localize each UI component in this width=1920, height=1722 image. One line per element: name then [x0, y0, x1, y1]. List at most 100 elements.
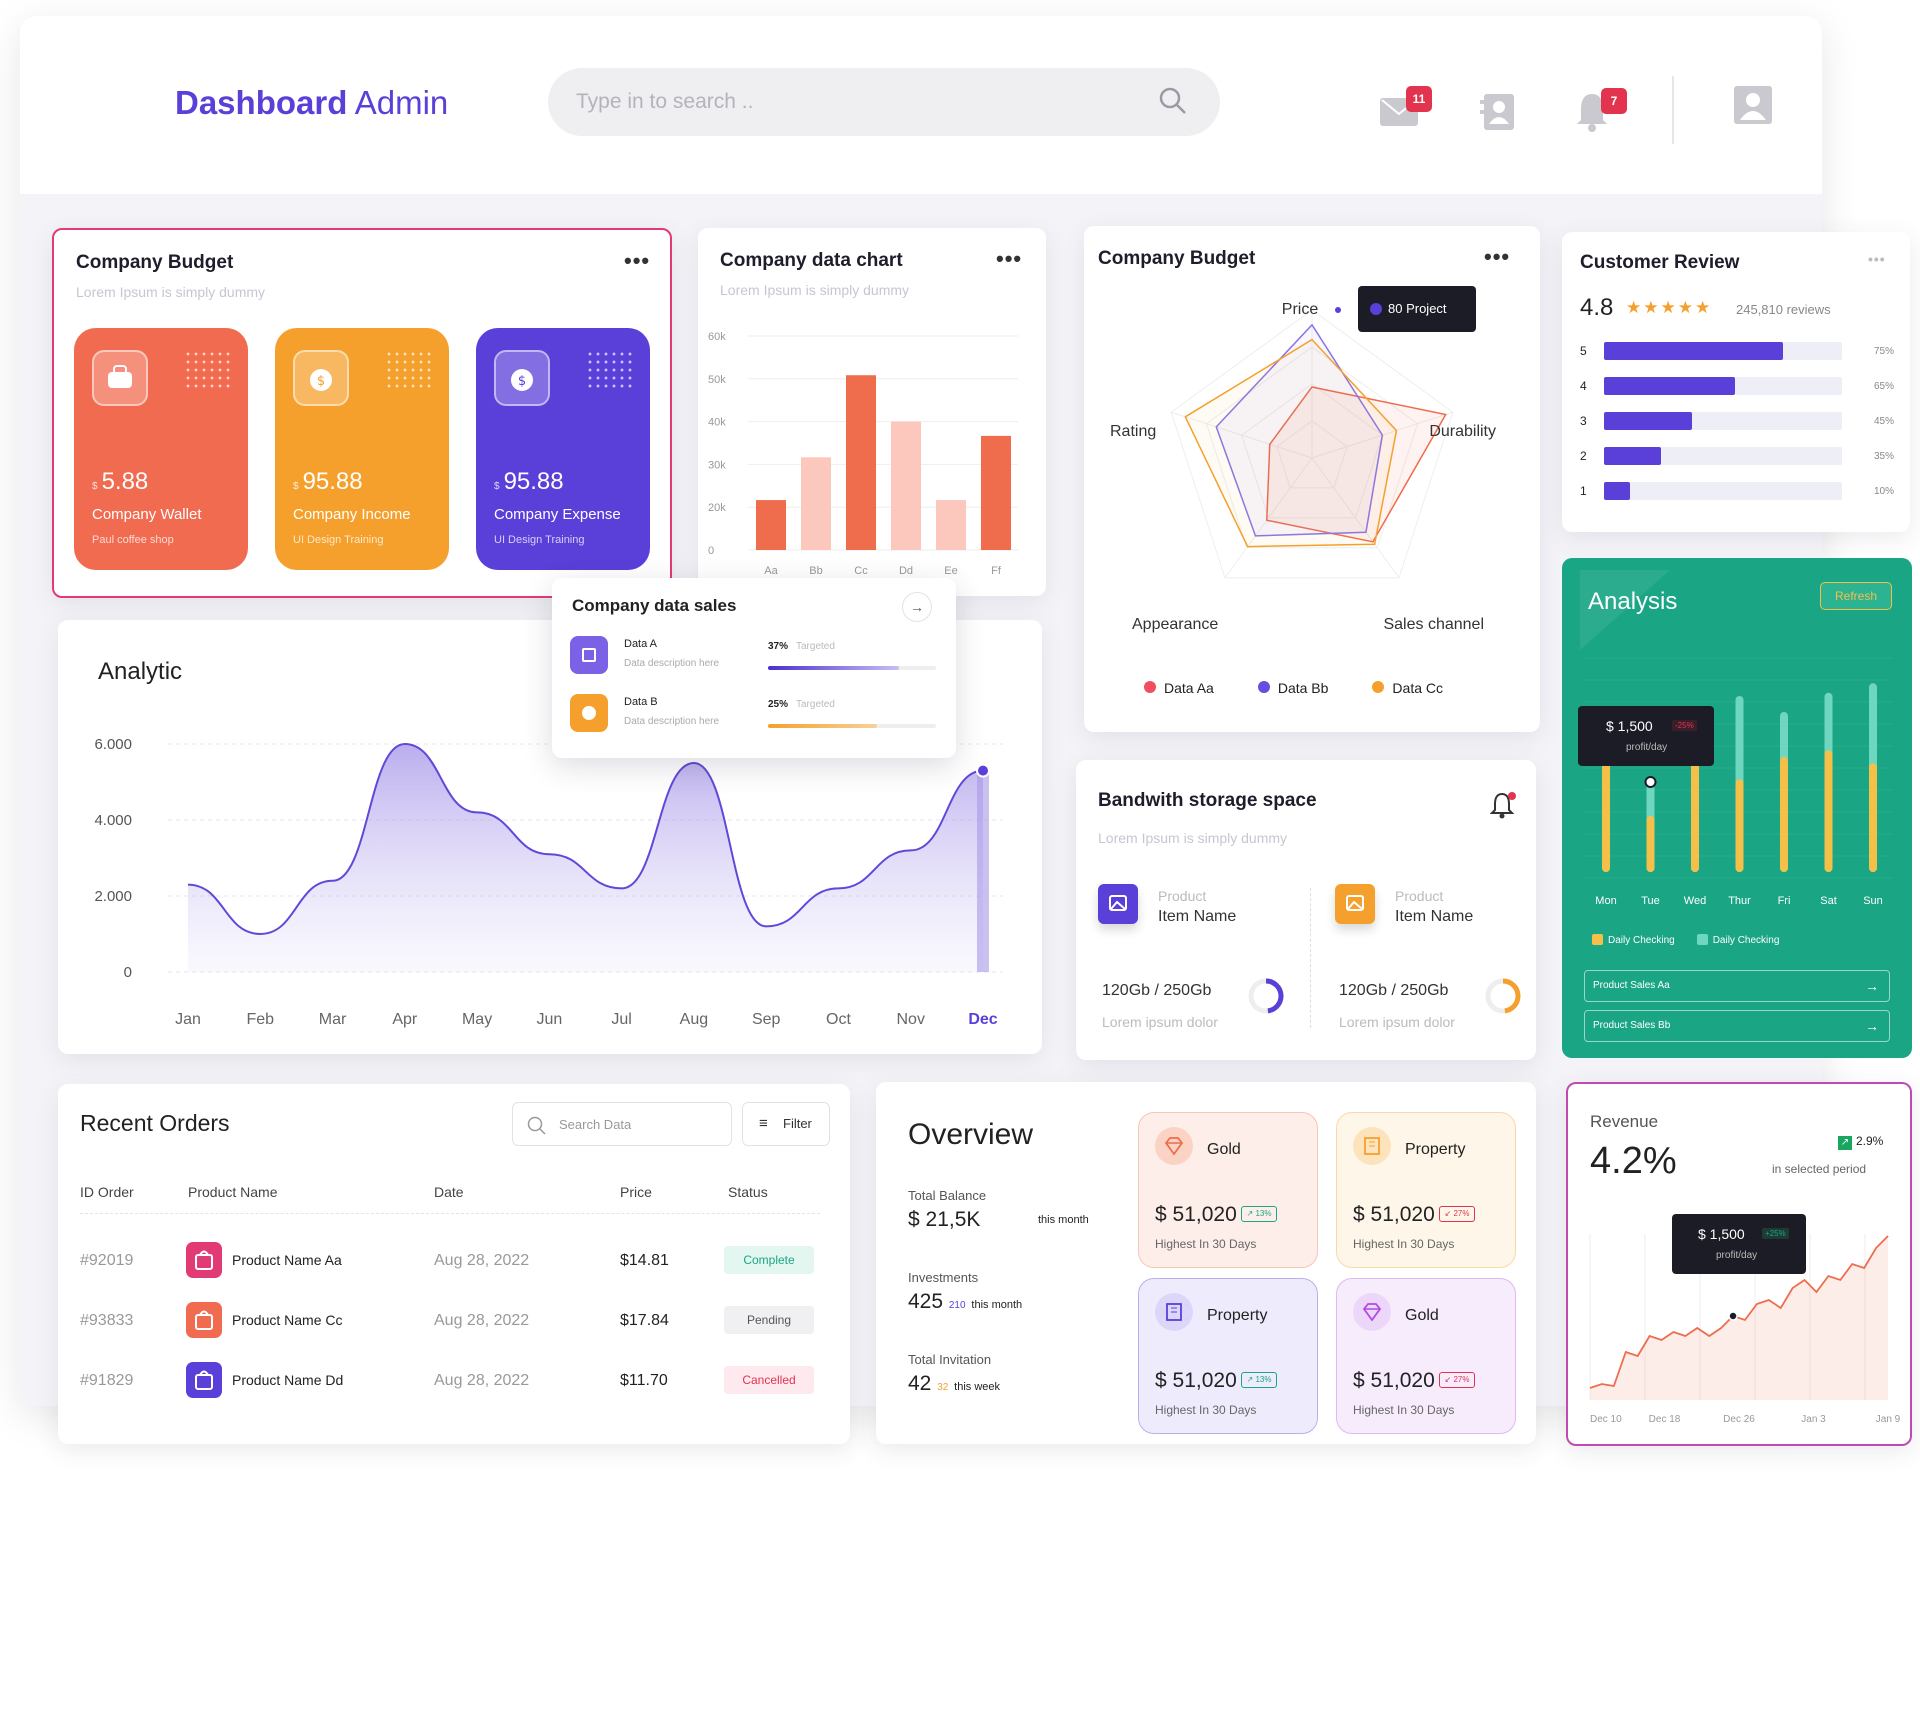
- storage-donut: [1485, 978, 1521, 1014]
- card-title: Analytic: [98, 658, 183, 685]
- more-options-button[interactable]: •••: [1868, 251, 1886, 267]
- order-price: $11.70: [620, 1372, 668, 1389]
- radar-series: [1265, 386, 1447, 543]
- orders-table-header: ID Order Product Name Date Price Status: [80, 1184, 820, 1214]
- tooltip-badge: +25%: [1762, 1228, 1789, 1239]
- x-tick-label: Dd: [899, 565, 913, 577]
- legend-item-bb: Data Bb: [1257, 680, 1328, 696]
- change-badge: ↙ 27%: [1439, 1206, 1475, 1222]
- orders-search-input[interactable]: Search Data: [512, 1102, 732, 1146]
- bell-alert-icon[interactable]: [1490, 790, 1518, 820]
- legend-item: Daily Checking: [1592, 934, 1675, 946]
- data-a-icon: [570, 636, 608, 674]
- radar-marker: [1335, 307, 1341, 313]
- company-wallet-tile[interactable]: $5.88 Company Wallet Paul coffee shop: [74, 328, 248, 570]
- recent-orders-card: Recent Orders Search Data ≡ Filter ID Ord…: [58, 1084, 850, 1444]
- table-row[interactable]: #91829 Product Name Dd Aug 28, 2022 $11.…: [80, 1358, 820, 1402]
- analysis-tooltip: $ 1,500 -25% profit/day: [1578, 706, 1714, 766]
- col-header: ID Order: [80, 1184, 134, 1200]
- overview-property-card[interactable]: Property $ 51,020 ↙ 27% Highest In 30 Da…: [1336, 1112, 1516, 1268]
- radar-grid: [1205, 346, 1419, 549]
- storage-note: Lorem ipsum dolor: [1339, 1014, 1455, 1030]
- tile-amount: $95.88: [494, 468, 564, 495]
- company-expense-tile[interactable]: $ $95.88 Company Expense UI Design Train…: [476, 328, 650, 570]
- order-price: $17.84: [620, 1312, 669, 1329]
- bandwidth-item[interactable]: Product Item Name 120Gb / 250Gb Lorem ip…: [1335, 884, 1545, 1044]
- radar-series: [1215, 323, 1384, 537]
- product-name: Item Name: [1158, 908, 1237, 925]
- product-sales-bb-button[interactable]: Product Sales Bb →: [1584, 1010, 1890, 1042]
- review-fill: [1604, 342, 1783, 360]
- selected-point: [976, 763, 990, 778]
- bar: [981, 435, 1011, 550]
- month-label: Apr: [392, 1011, 418, 1028]
- refresh-button[interactable]: Refresh: [1820, 582, 1892, 610]
- day-label: Mon: [1595, 895, 1616, 907]
- product-sales-aa-button[interactable]: Product Sales Aa →: [1584, 970, 1890, 1002]
- tooltip-sub: profit/day: [1716, 1250, 1758, 1261]
- radar-axis-label: Durability: [1429, 423, 1496, 440]
- overview-stat: Total Invitation 42 32 this week: [908, 1352, 1098, 1412]
- star-label: 4: [1580, 379, 1587, 393]
- mail-button[interactable]: 11: [1380, 86, 1432, 131]
- overview-gold-card[interactable]: Gold $ 51,020 ↗ 13% Highest In 30 Days: [1138, 1112, 1318, 1268]
- arrow-right-icon[interactable]: →: [902, 592, 932, 622]
- radar-chart: Price Durability Sales channel Appearance Ra…: [1110, 301, 1496, 633]
- date-label: Dec 18: [1649, 1414, 1681, 1425]
- product-name: Product Name Aa: [232, 1252, 342, 1268]
- tooltip-dot: [1370, 303, 1382, 315]
- tile-amount: $5.88: [92, 468, 149, 495]
- table-row[interactable]: #93833 Product Name Cc Aug 28, 2022 $17.…: [80, 1298, 820, 1342]
- tile-name: Company Wallet: [92, 506, 202, 523]
- bandwidth-item[interactable]: Product Item Name 120Gb / 250Gb Lorem ip…: [1098, 884, 1308, 1044]
- mail-badge: 11: [1406, 86, 1432, 112]
- order-id: #91829: [80, 1372, 134, 1389]
- month-label: Dec: [968, 1011, 997, 1028]
- review-row: 2 35%: [1562, 447, 1902, 467]
- review-pct: 65%: [1874, 381, 1895, 392]
- col-header: Status: [728, 1184, 768, 1200]
- more-options-button[interactable]: •••: [996, 246, 1023, 271]
- overview-property-card[interactable]: Property $ 51,020 ↗ 13% Highest In 30 Da…: [1138, 1278, 1318, 1434]
- overview-gold-card[interactable]: Gold $ 51,020 ↙ 27% Highest In 30 Days: [1336, 1278, 1516, 1434]
- stat-note: this month: [1038, 1214, 1089, 1226]
- day-label: Sat: [1820, 895, 1837, 907]
- divider: [1310, 888, 1311, 1028]
- image-icon: [1098, 884, 1138, 924]
- col-header: Price: [620, 1184, 652, 1200]
- review-pct: 10%: [1874, 486, 1895, 497]
- shopping-bag-icon: [186, 1362, 222, 1398]
- contacts-icon[interactable]: [1480, 92, 1516, 132]
- data-target: Targeted: [796, 641, 835, 652]
- search-bar[interactable]: Type in to search ..: [548, 68, 1220, 136]
- y-tick-label: 0: [708, 545, 714, 557]
- review-score: 4.8: [1580, 294, 1614, 321]
- card-title: Company Budget: [1098, 248, 1256, 269]
- progress-track: [768, 724, 936, 728]
- company-income-tile[interactable]: $ $95.88 Company Income UI Design Traini…: [275, 328, 449, 570]
- more-options-button[interactable]: •••: [624, 248, 651, 273]
- search-icon[interactable]: [1158, 86, 1188, 116]
- product-name: Item Name: [1395, 908, 1474, 925]
- x-tick-label: Bb: [809, 565, 822, 577]
- top-header: Dashboard Admin Type in to search .. 11 …: [20, 16, 1822, 194]
- month-label: Mar: [319, 1011, 347, 1028]
- bar-checking: [1780, 756, 1788, 872]
- notifications-button[interactable]: 7: [1575, 88, 1627, 137]
- storage-usage: 120Gb / 250Gb: [1339, 982, 1449, 999]
- data-pct: 25%: [768, 699, 789, 710]
- filter-button[interactable]: ≡ Filter: [742, 1102, 830, 1146]
- star-label: 5: [1580, 344, 1587, 358]
- review-count: 245,810 reviews: [1736, 302, 1831, 317]
- legend-item-cc: Data Cc: [1372, 680, 1443, 696]
- card-value: $ 51,020: [1353, 1203, 1435, 1226]
- table-row[interactable]: #92019 Product Name Aa Aug 28, 2022 $14.…: [80, 1238, 820, 1282]
- storage-donut: [1248, 978, 1284, 1014]
- progress-track: [768, 666, 936, 670]
- brand-logo[interactable]: Dashboard Admin: [175, 84, 449, 121]
- dot-grid: [184, 350, 230, 390]
- review-pct: 45%: [1874, 416, 1895, 427]
- bar: [846, 375, 876, 550]
- star-rating-icon: ★★★★★: [1626, 298, 1713, 317]
- user-avatar-icon[interactable]: [1734, 86, 1772, 124]
